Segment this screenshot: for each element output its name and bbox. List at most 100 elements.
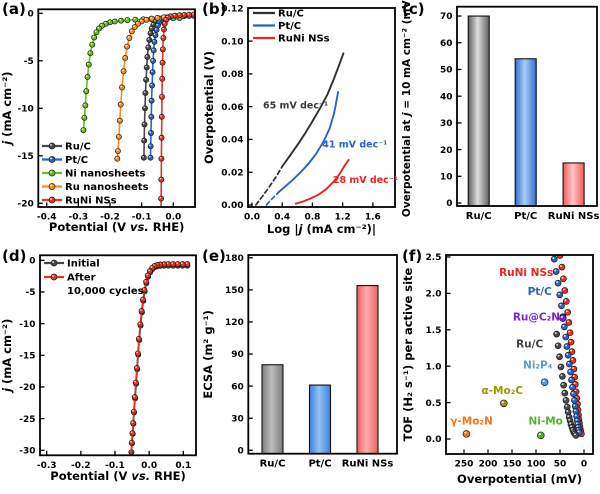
data-point-highlight [560,265,562,268]
data-point [148,15,155,22]
series-Ni-Mo [537,431,545,440]
data-point-highlight [149,144,151,147]
data-point-highlight [570,385,573,388]
panel-c: (c) Ru/C Pt/C RuNi NSs 0 10 20 30 40 50 60 70 Overp… [400,0,600,247]
data-point-highlight [538,433,541,436]
series-RuNi NSs [294,158,350,205]
y-tick-label: 0.5 [426,399,442,409]
data-point-highlight [142,122,145,125]
x-tick-label: 250 [455,460,474,470]
series-Ru/C [553,330,580,439]
data-point-highlight [560,315,563,319]
x-tick-label: -0.3 [37,461,57,471]
data-point-highlight [552,257,555,260]
data-point-highlight [560,374,563,377]
data-point [141,121,148,128]
x-axis-label: Potential (V vs. RHE) [50,469,185,483]
series-Ru/C [281,52,345,168]
data-point [550,255,558,263]
data-point-highlight [150,26,152,29]
data-point-highlight [557,292,560,295]
data-point-highlight [113,19,115,22]
data-point [554,279,562,287]
data-point-highlight [176,262,178,265]
data-point [152,32,159,39]
data-point-highlight [145,65,147,68]
data-point [161,26,167,33]
data-point-highlight [82,116,85,118]
data-point [150,57,156,64]
data-point-highlight [163,21,165,24]
data-point-highlight [181,262,183,265]
data-point-highlight [120,85,123,88]
data-point-highlight [562,324,565,327]
y-tick-label: 180 [225,254,244,264]
data-point-highlight [87,62,89,65]
data-point-highlight [159,211,161,213]
data-point-highlight [50,157,53,160]
data-point-highlight [150,16,152,19]
data-point [553,330,560,338]
data-point [124,17,131,24]
data-point-highlight [150,70,153,73]
panel-a-plot: -0.4 -0.3 -0.2 -0.1 0.0 0 -5 -10 -15 -20 Potential… [0,8,196,234]
annotation: 28 mV dec⁻¹ [333,175,398,186]
x-tick-label: 0.1 [175,461,191,471]
y-tick-label: 30 [440,119,453,129]
bar-category-label: Pt/C [308,459,331,470]
data-point-highlight [569,422,572,425]
y-axis-label: ECSA (m² g⁻¹) [201,310,215,399]
x-tick-label: -0.1 [132,213,152,223]
x-tick-label: 0.4 [274,213,290,223]
data-point-highlight [566,410,569,412]
y-tick-label: 30 [231,414,244,424]
data-point-highlight [140,19,142,22]
data-point-highlight [570,425,573,428]
data-point-highlight [119,102,121,105]
data-point-highlight [136,21,138,24]
data-point [556,353,563,361]
x-tick-label: 1.6 [365,213,381,223]
data-point-highlight [562,391,565,394]
data-point-highlight [564,398,567,401]
axis-border [445,254,594,455]
y-tick-label: 50 [440,66,453,76]
data-point-highlight [152,40,155,42]
bar-RuNi NSs [356,285,379,455]
data-point-highlight [565,404,568,407]
data-point [147,30,154,37]
data-point-highlight [178,13,180,16]
data-point [560,381,567,389]
data-point-highlight [182,13,185,15]
data-point [148,130,154,136]
annotation: RuNi NSs [499,267,553,279]
data-point-highlight [138,322,141,325]
data-point [568,376,575,384]
data-point [158,113,165,120]
data-point [556,291,564,299]
data-point [558,263,566,271]
legend-label: RuNi NSs [65,196,117,207]
y-tick-label: -25 [19,415,35,425]
series-Ni₂P₄ [540,378,549,386]
data-point [147,143,154,150]
data-point-highlight [144,78,147,80]
y-tick-label: 0 [446,199,452,209]
data-point-highlight [140,309,142,311]
data-point-highlight [156,23,158,26]
data-point-highlight [151,59,154,61]
legend-label: Ru/C [65,142,91,153]
panel-label-c: (c) [402,0,425,18]
data-point-highlight [153,20,156,22]
data-point [114,148,121,154]
annotation: Ni₂P₄ [523,359,553,371]
data-point [131,394,138,401]
data-point [129,430,136,437]
annotation: Ru/C [516,338,543,350]
data-point-highlight [501,401,504,404]
bar-category-label: Ru/C [466,211,492,222]
data-point-highlight [577,430,580,433]
bar-category-label: Ru/C [260,459,286,470]
bar-category-label: Pt/C [514,211,537,222]
data-point-highlight [573,404,576,407]
